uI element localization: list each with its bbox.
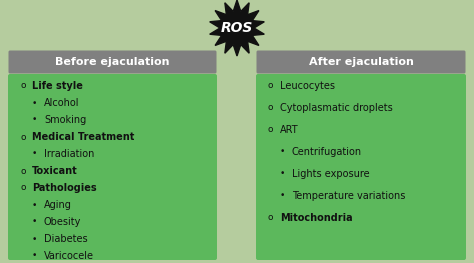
- Text: Cytoplasmatic droplets: Cytoplasmatic droplets: [280, 103, 393, 113]
- FancyBboxPatch shape: [256, 74, 466, 260]
- Text: Pathologies: Pathologies: [32, 183, 97, 193]
- Text: •: •: [32, 99, 37, 108]
- Text: •: •: [32, 235, 37, 244]
- Text: •: •: [32, 149, 37, 159]
- Text: •: •: [280, 148, 285, 156]
- Text: ROS: ROS: [221, 21, 253, 35]
- Text: ART: ART: [280, 125, 299, 135]
- Polygon shape: [210, 0, 264, 56]
- Text: •: •: [280, 191, 285, 200]
- Text: Toxicant: Toxicant: [32, 166, 78, 176]
- FancyBboxPatch shape: [8, 74, 217, 260]
- Text: Smoking: Smoking: [44, 115, 86, 125]
- Text: Diabetes: Diabetes: [44, 234, 88, 244]
- FancyBboxPatch shape: [9, 50, 217, 73]
- Text: Aging: Aging: [44, 200, 72, 210]
- Text: Life style: Life style: [32, 81, 83, 91]
- Text: o: o: [268, 214, 273, 222]
- Text: o: o: [20, 166, 26, 175]
- Text: o: o: [268, 125, 273, 134]
- Text: •: •: [32, 115, 37, 124]
- Text: o: o: [20, 82, 26, 90]
- Text: •: •: [32, 200, 37, 210]
- Text: Obesity: Obesity: [44, 217, 82, 227]
- Text: Alcohol: Alcohol: [44, 98, 80, 108]
- Text: o: o: [268, 82, 273, 90]
- Text: Irradiation: Irradiation: [44, 149, 94, 159]
- FancyBboxPatch shape: [256, 50, 465, 73]
- Text: Before ejaculation: Before ejaculation: [55, 57, 170, 67]
- Text: Leucocytes: Leucocytes: [280, 81, 335, 91]
- Text: o: o: [20, 133, 26, 141]
- Text: Medical Treatment: Medical Treatment: [32, 132, 134, 142]
- Text: •: •: [280, 169, 285, 179]
- Text: o: o: [268, 104, 273, 113]
- Text: After ejaculation: After ejaculation: [309, 57, 413, 67]
- Text: o: o: [20, 184, 26, 193]
- Text: Varicocele: Varicocele: [44, 251, 94, 261]
- Text: Mitochondria: Mitochondria: [280, 213, 353, 223]
- Text: •: •: [32, 218, 37, 226]
- Text: •: •: [32, 251, 37, 260]
- Text: Temperature variations: Temperature variations: [292, 191, 405, 201]
- Text: Centrifugation: Centrifugation: [292, 147, 362, 157]
- Text: Lights exposure: Lights exposure: [292, 169, 370, 179]
